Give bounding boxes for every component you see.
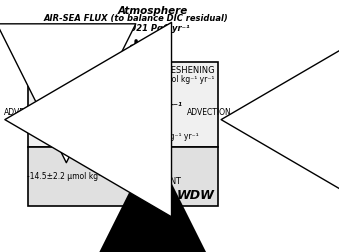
Text: WDW: WDW <box>177 189 215 202</box>
Text: FRESHENING: FRESHENING <box>160 66 215 75</box>
Text: Net DIC residual: Net DIC residual <box>82 93 165 102</box>
Text: ENTRAINMENT: ENTRAINMENT <box>124 177 181 185</box>
Bar <box>28 147 218 206</box>
Text: 20.9±1.6 μmol kg⁻¹ yr⁻¹: 20.9±1.6 μmol kg⁻¹ yr⁻¹ <box>106 132 199 141</box>
Text: 0.033 ± 0.021 PgC yr⁻¹: 0.033 ± 0.021 PgC yr⁻¹ <box>82 24 190 33</box>
Text: ADVECTION: ADVECTION <box>4 108 49 117</box>
Text: BIOLOGICAL
PRODUCTION: BIOLOGICAL PRODUCTION <box>40 114 93 134</box>
Text: AIR-SEA FLUX (to balance DIC residual): AIR-SEA FLUX (to balance DIC residual) <box>44 14 228 23</box>
Text: -4.3±2.7 μmol kg⁻¹ yr⁻¹: -4.3±2.7 μmol kg⁻¹ yr⁻¹ <box>64 102 182 111</box>
Text: -10.8±0.3 μmol kg⁻¹ yr⁻¹: -10.8±0.3 μmol kg⁻¹ yr⁻¹ <box>119 75 215 84</box>
Text: -14.5±2.2 μmol kg⁻¹: -14.5±2.2 μmol kg⁻¹ <box>27 172 105 181</box>
Bar <box>28 62 218 147</box>
Text: Atmosphere: Atmosphere <box>118 6 188 16</box>
Text: Surface Layer: Surface Layer <box>34 66 114 76</box>
Text: ADVECTION: ADVECTION <box>187 108 232 117</box>
